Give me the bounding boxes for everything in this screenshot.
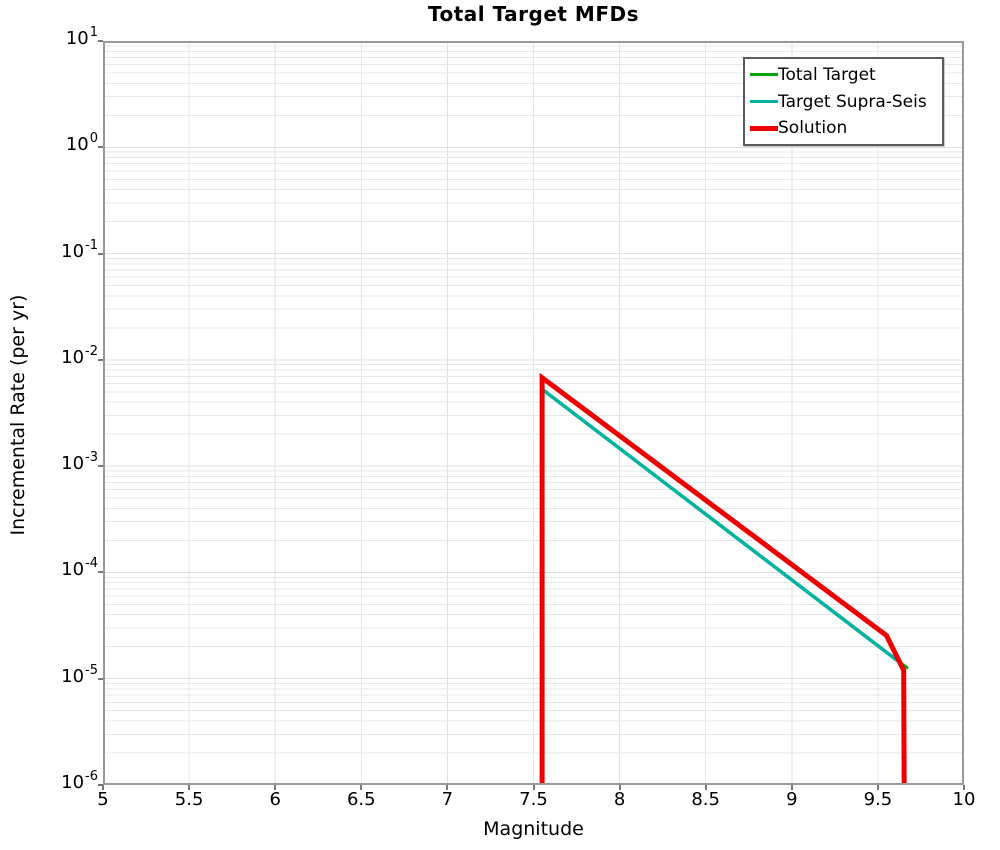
x-tick-mark (188, 785, 191, 790)
solution-line-sample-icon (750, 125, 778, 131)
plot-canvas (103, 41, 964, 785)
y-tick-exponent: -5 (85, 662, 98, 678)
y-tick-mark (98, 465, 103, 468)
target-supra-seis-line-sample-icon (750, 99, 778, 104)
x-tick-label: 9 (786, 789, 798, 810)
x-tick-mark (790, 785, 793, 790)
plot-border (103, 41, 964, 785)
x-tick-mark (618, 785, 621, 790)
x-tick-label: 8 (613, 789, 626, 810)
y-tick-mark (98, 784, 103, 786)
x-axis-label: Magnitude (483, 818, 584, 840)
x-tick-label: 5 (97, 789, 109, 810)
legend-item-solution: Solution (750, 115, 937, 141)
y-tick-base: 10 (61, 453, 85, 475)
y-tick-base: 10 (61, 772, 85, 793)
y-tick-mark (98, 677, 103, 680)
x-tick-label: 6 (269, 789, 281, 810)
y-tick-label: 10-2 (0, 343, 98, 369)
series-line-target-supra-seis (540, 385, 904, 785)
y-tick-label: 10-5 (0, 662, 98, 688)
y-tick-label: 10-1 (0, 237, 98, 263)
y-tick-base: 10 (61, 346, 85, 368)
legend-label: Solution (778, 118, 848, 139)
y-tick-mark (98, 146, 103, 149)
y-tick-label: 101 (0, 25, 98, 50)
x-tick-label: 9.5 (863, 789, 893, 810)
y-tick-exponent: -2 (85, 343, 98, 359)
x-tick-mark (102, 785, 104, 790)
y-tick-exponent: 1 (89, 25, 98, 40)
legend-item-total-target: Total Target (750, 62, 937, 88)
x-tick-mark (274, 785, 277, 790)
plot-area (103, 41, 964, 785)
x-tick-label: 8.5 (691, 789, 720, 810)
y-tick-label: 10-3 (0, 450, 98, 475)
x-tick-mark (963, 785, 965, 790)
series-line-total-target (540, 386, 909, 785)
total-target-line-sample-icon (750, 73, 778, 77)
legend: Total Target Target Supra-Seis Solution (743, 57, 944, 146)
y-tick-mark (98, 252, 103, 255)
y-axis-label: Incremental Rate (per yr) (7, 294, 29, 536)
chart-title: Total Target MFDs (428, 2, 639, 26)
x-tick-label: 7 (441, 789, 454, 810)
y-tick-exponent: 0 (89, 131, 98, 147)
y-tick-exponent: -4 (85, 556, 98, 572)
x-tick-mark (876, 785, 879, 790)
y-tick-exponent: -1 (85, 237, 98, 253)
y-tick-label: 10-6 (0, 769, 98, 794)
x-tick-mark (532, 785, 535, 790)
y-tick-mark (98, 358, 103, 361)
legend-label: Target Supra-Seis (778, 91, 927, 112)
x-tick-label: 6.5 (346, 789, 376, 810)
x-tick-label: 10 (952, 789, 976, 810)
y-tick-base: 10 (65, 28, 89, 49)
legend-label: Total Target (778, 64, 876, 85)
x-tick-label: 5.5 (174, 789, 204, 810)
y-tick-base: 10 (61, 665, 85, 687)
x-tick-label: 7.5 (519, 789, 548, 810)
y-tick-label: 10-4 (0, 556, 98, 581)
y-tick-exponent: -3 (85, 450, 98, 466)
legend-item-target-supra-seis: Target Supra-Seis (750, 89, 937, 115)
y-tick-mark (98, 571, 103, 574)
y-tick-base: 10 (61, 559, 85, 581)
x-tick-mark (446, 785, 449, 790)
y-tick-mark (98, 40, 103, 42)
y-tick-label: 100 (0, 131, 98, 156)
y-tick-exponent: -6 (85, 769, 98, 784)
x-tick-mark (360, 785, 363, 790)
y-tick-base: 10 (65, 134, 89, 156)
x-tick-mark (704, 785, 707, 790)
series-line-solution (539, 372, 907, 785)
y-tick-base: 10 (61, 240, 85, 262)
